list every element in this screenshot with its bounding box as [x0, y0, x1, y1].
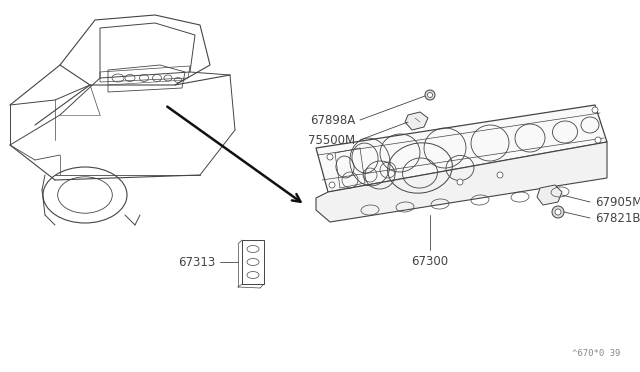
Circle shape: [457, 179, 463, 185]
Text: ^670*0 39: ^670*0 39: [572, 349, 620, 358]
Text: 75500M: 75500M: [308, 134, 355, 147]
Circle shape: [497, 172, 503, 178]
Circle shape: [425, 90, 435, 100]
Circle shape: [327, 154, 333, 160]
Text: 67898A: 67898A: [310, 113, 355, 126]
Polygon shape: [537, 185, 562, 205]
Circle shape: [555, 209, 561, 215]
Text: 67313: 67313: [178, 256, 215, 269]
Text: 67300: 67300: [412, 255, 449, 268]
Polygon shape: [405, 112, 428, 130]
Polygon shape: [316, 105, 607, 192]
Circle shape: [595, 137, 601, 143]
Circle shape: [592, 107, 598, 113]
Circle shape: [428, 93, 433, 97]
Circle shape: [329, 182, 335, 188]
Polygon shape: [316, 142, 607, 222]
Circle shape: [552, 206, 564, 218]
Text: 67821B: 67821B: [595, 212, 640, 224]
Text: 67905M: 67905M: [595, 196, 640, 208]
